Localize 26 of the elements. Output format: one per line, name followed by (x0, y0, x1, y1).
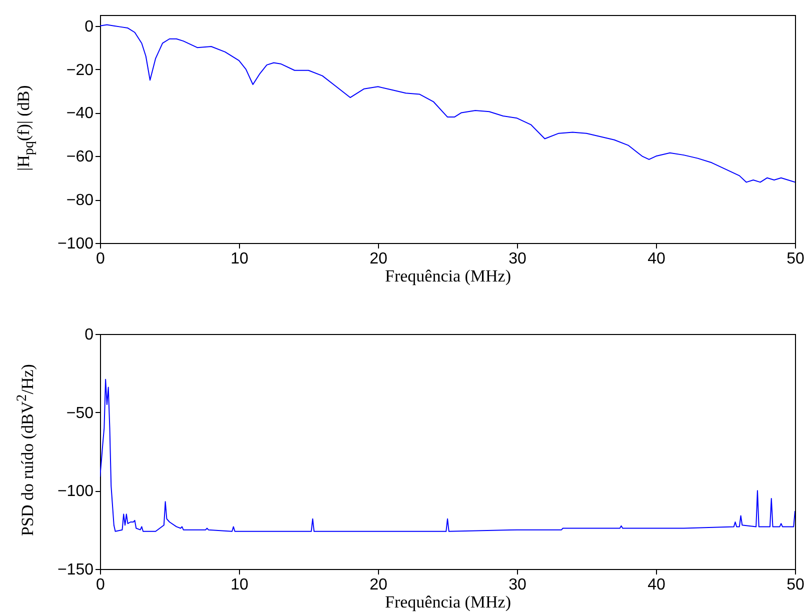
y-tick-label: −40 (66, 105, 94, 122)
y-tick-label: −150 (57, 562, 94, 578)
y-tick-label: −100 (57, 236, 94, 252)
x-tick-label: 30 (508, 250, 526, 268)
x-tick-label: 10 (230, 250, 248, 268)
x-tick-label: 40 (648, 576, 666, 594)
y-tick-label: 0 (84, 18, 94, 36)
x-tick-label: 20 (370, 576, 388, 594)
y-tick-label: −100 (57, 483, 94, 500)
y-tick-label: −50 (66, 404, 94, 422)
x-tick-label: 40 (648, 250, 666, 268)
line-series (100, 24, 795, 183)
y-tick-label: −20 (66, 62, 94, 79)
x-tick-label: 50 (786, 250, 804, 268)
x-tick-label: 0 (96, 250, 106, 268)
x-axis-title: Frequência (MHz) (384, 592, 512, 612)
x-tick-label: 20 (370, 250, 388, 268)
y-tick-label: −80 (66, 192, 94, 210)
x-axis-title: Frequência (MHz) (384, 266, 512, 286)
x-tick-label: 50 (786, 576, 804, 594)
line-series (100, 378, 795, 532)
x-tick-label: 10 (230, 576, 248, 594)
y-tick-label: 0 (84, 326, 94, 344)
x-tick-label: 30 (508, 576, 526, 594)
x-tick-label: 0 (96, 576, 106, 594)
y-tick-label: −60 (66, 148, 94, 166)
